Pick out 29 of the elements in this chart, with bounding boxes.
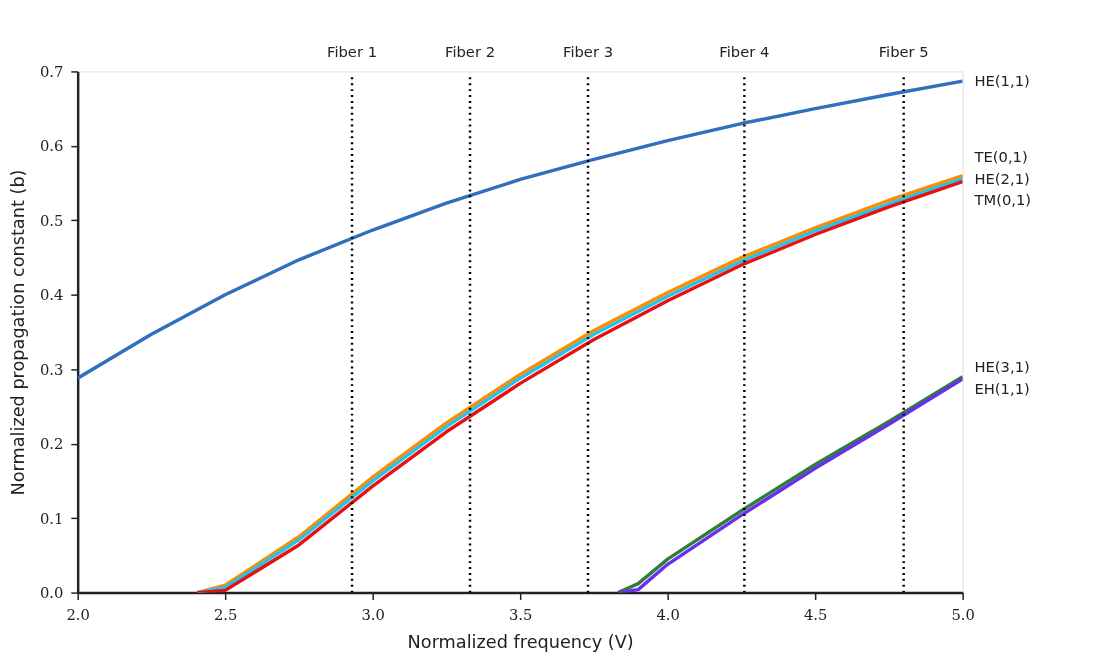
- series-label: HE(1,1): [974, 72, 1030, 90]
- x-tick-label: 2.5: [213, 605, 238, 623]
- series-label: EH(1,1): [974, 379, 1030, 397]
- series-label: HE(2,1): [974, 169, 1030, 187]
- x-tick-label: 4.0: [656, 605, 680, 623]
- x-axis-title: Normalized frequency (V): [407, 632, 634, 653]
- series-label: TE(0,1): [973, 147, 1028, 165]
- y-tick-label: 0.6: [39, 137, 64, 155]
- y-tick-label: 0.1: [39, 509, 64, 527]
- x-tick-label: 4.5: [803, 605, 828, 623]
- series-label: TM(0,1): [973, 191, 1032, 209]
- x-tick-label: 3.0: [361, 605, 385, 623]
- y-tick-label: 0.4: [39, 286, 64, 304]
- y-tick-label: 0.0: [39, 584, 64, 602]
- ref-line-label: Fiber 2: [445, 42, 496, 60]
- line-series: [77, 79, 963, 380]
- y-tick-label: 0.2: [39, 435, 64, 453]
- y-tick-label: 0.5: [39, 211, 64, 229]
- ref-line-label: Fiber 5: [878, 42, 929, 60]
- series-label: HE(3,1): [974, 357, 1030, 375]
- y-axis-title: Normalized propagation constant (b): [8, 169, 29, 496]
- ref-line-label: Fiber 3: [563, 42, 614, 60]
- x-tick-label: 5.0: [951, 605, 975, 623]
- y-tick-label: 0.3: [39, 360, 64, 378]
- ref-line-label: Fiber 1: [327, 42, 378, 60]
- ref-line-label: Fiber 4: [719, 42, 770, 60]
- x-tick-label: 2.0: [66, 605, 90, 623]
- y-tick-label: 0.7: [39, 62, 64, 80]
- x-tick-label: 3.5: [508, 605, 533, 623]
